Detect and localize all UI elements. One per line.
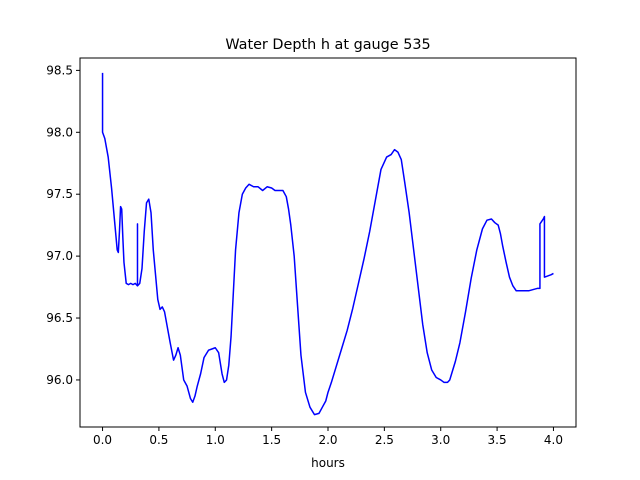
- y-tick-label: 98.5: [46, 63, 73, 77]
- series-line: [101, 72, 554, 416]
- plot-area: [101, 72, 554, 416]
- x-tick-label: 3.0: [431, 433, 450, 447]
- x-tick-label: 0.5: [149, 433, 168, 447]
- y-tick-label: 96.0: [46, 373, 73, 387]
- x-tick-label: 1.5: [262, 433, 281, 447]
- x-tick-label: 2.0: [318, 433, 337, 447]
- y-tick-label: 98.0: [46, 125, 73, 139]
- x-axis-ticks: 0.0 0.5 1.0 1.5 2.0 2.5 3.0 3.5 4.0: [93, 427, 563, 447]
- x-tick-label: 2.5: [375, 433, 394, 447]
- x-tick-label: 4.0: [544, 433, 563, 447]
- chart-title: Water Depth h at gauge 535: [225, 37, 430, 53]
- x-tick-label: 1.0: [206, 433, 225, 447]
- x-tick-label: 0.0: [93, 433, 112, 447]
- y-tick-label: 96.5: [46, 311, 73, 325]
- y-tick-label: 97.0: [46, 249, 73, 263]
- x-tick-label: 3.5: [488, 433, 507, 447]
- x-axis-label: hours: [311, 456, 345, 470]
- y-axis-ticks: 96.0 96.5 97.0 97.5 98.0 98.5: [46, 63, 80, 387]
- y-tick-label: 97.5: [46, 187, 73, 201]
